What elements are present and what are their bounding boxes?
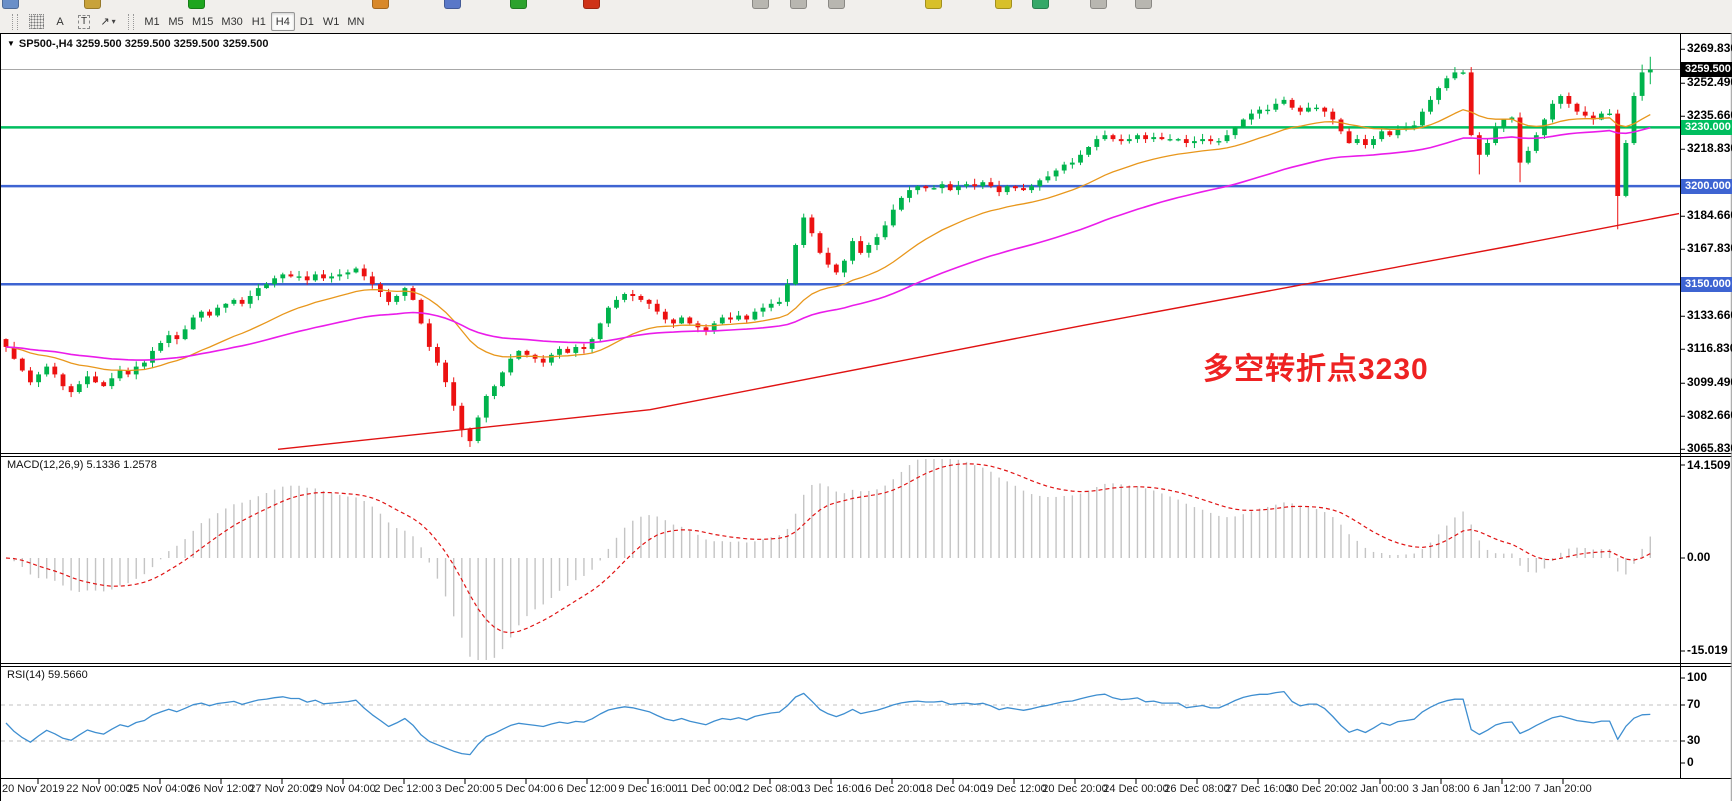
new-chart-icon[interactable] bbox=[2, 0, 19, 9]
time-scale-label[interactable]: 22 Nov 00:00 bbox=[66, 783, 132, 795]
grid-icon bbox=[28, 14, 44, 29]
time-scale-label[interactable]: 20 Nov 2019 bbox=[2, 783, 65, 795]
time-scale-label[interactable]: 2 Dec 12:00 bbox=[374, 783, 434, 795]
chart-title: ▼ SP500-,H4 3259.500 3259.500 3259.500 32… bbox=[7, 38, 268, 50]
price-scale-label: 3133.660 bbox=[1687, 308, 1732, 323]
time-scale-label[interactable]: 27 Dec 16:00 bbox=[1225, 783, 1291, 795]
expert-advisor-icon[interactable] bbox=[372, 0, 389, 9]
price-scale-label: 3184.660 bbox=[1687, 208, 1732, 223]
chart-window[interactable] bbox=[0, 33, 1732, 801]
trendline-button[interactable] bbox=[828, 0, 845, 9]
timeframe-button-mn[interactable]: MN bbox=[347, 15, 365, 28]
time-scale-label[interactable]: 30 Dec 20:00 bbox=[1286, 783, 1352, 795]
rsi-scale-0: 0 bbox=[1687, 755, 1694, 769]
time-scale-label[interactable]: 9 Dec 16:00 bbox=[618, 783, 678, 795]
indicator-grid-icon[interactable] bbox=[1032, 0, 1049, 9]
toolbar-row-top bbox=[0, 0, 1732, 10]
time-scale-label[interactable]: 12 Dec 08:00 bbox=[737, 783, 803, 795]
macd-scale-zero: 0.00 bbox=[1687, 550, 1711, 564]
time-scale-label[interactable]: 11 Dec 00:00 bbox=[676, 783, 742, 795]
cascade-windows-button[interactable] bbox=[1135, 0, 1152, 9]
text-label-tool-icon: A bbox=[56, 15, 64, 28]
chart-grid-tool[interactable] bbox=[24, 12, 48, 31]
chart-annotation-text: 多空转折点3230 bbox=[1203, 353, 1429, 386]
time-scale-label[interactable]: 19 Dec 12:00 bbox=[981, 783, 1047, 795]
time-scale-label[interactable]: 26 Nov 12:00 bbox=[188, 783, 254, 795]
time-scale-label[interactable]: 3 Jan 08:00 bbox=[1412, 783, 1470, 795]
price-scale-label: 3235.660 bbox=[1687, 108, 1732, 123]
chart-title-text: SP500-,H4 3259.500 3259.500 3259.500 325… bbox=[18, 38, 269, 50]
pencil-icon[interactable] bbox=[925, 0, 942, 9]
text-label-tool[interactable]: A bbox=[48, 12, 72, 31]
price-scale-label: 3082.660 bbox=[1687, 408, 1732, 423]
price-scale-label: 3116.830 bbox=[1687, 341, 1732, 356]
price-scale-label: 3167.830 bbox=[1687, 241, 1732, 256]
macd-indicator-label: MACD(12,26,9) 5.1336 1.2578 bbox=[7, 459, 157, 471]
toolbar-row-main: A T ↗ ▾ M1 M5 M15 M30 H1 H4 D1 W1 MN bbox=[0, 10, 1732, 33]
price-scale-label: 3252.490 bbox=[1687, 75, 1732, 90]
price-scale-label: 3099.490 bbox=[1687, 375, 1732, 390]
dropdown-caret-icon: ▾ bbox=[111, 17, 116, 26]
time-scale-label[interactable]: 29 Nov 04:00 bbox=[310, 783, 376, 795]
timeframe-button-m15[interactable]: M15 bbox=[192, 15, 214, 28]
price-scale-label: 3269.830 bbox=[1687, 41, 1732, 56]
time-scale-label[interactable]: 27 Nov 20:00 bbox=[249, 783, 315, 795]
price-level-box-3200.000: 3200.000 bbox=[1681, 178, 1732, 194]
price-scale-label: 3218.830 bbox=[1687, 141, 1732, 156]
time-scale-label[interactable]: 26 Dec 08:00 bbox=[1164, 783, 1230, 795]
time-scale-label[interactable]: 20 Dec 20:00 bbox=[1042, 783, 1108, 795]
strategy-tester-icon[interactable] bbox=[510, 0, 527, 9]
arrow-objects-tool-icon: ↗ bbox=[100, 16, 110, 28]
timeframe-button-m5[interactable]: M5 bbox=[168, 15, 184, 28]
price-scale-label: 3065.830 bbox=[1687, 441, 1732, 456]
rsi-scale-100: 100 bbox=[1687, 670, 1708, 684]
timeframe-button-m1[interactable]: M1 bbox=[144, 15, 160, 28]
terminal-icon[interactable] bbox=[444, 0, 461, 9]
symbol-dropdown-icon[interactable]: ▼ bbox=[7, 39, 15, 48]
time-scale-label[interactable]: 16 Dec 20:00 bbox=[859, 783, 925, 795]
tile-windows-button[interactable] bbox=[1090, 0, 1107, 9]
price-level-box-3150.000: 3150.000 bbox=[1681, 276, 1732, 292]
time-scale-label[interactable]: 5 Dec 04:00 bbox=[496, 783, 556, 795]
time-scale-label[interactable]: 3 Dec 20:00 bbox=[435, 783, 495, 795]
rsi-indicator-label: RSI(14) 59.5660 bbox=[7, 669, 88, 681]
time-scale-label[interactable]: 2 Jan 00:00 bbox=[1351, 783, 1409, 795]
alert-icon[interactable] bbox=[583, 0, 600, 9]
timeframe-button-h1[interactable]: H1 bbox=[251, 15, 266, 28]
text-pencil-icon[interactable] bbox=[995, 0, 1012, 9]
time-scale-label[interactable]: 18 Dec 04:00 bbox=[920, 783, 986, 795]
zoom-icon[interactable] bbox=[84, 0, 101, 9]
time-scale-label[interactable]: 6 Dec 12:00 bbox=[557, 783, 617, 795]
price-level-box-3259.500: 3259.500 bbox=[1681, 62, 1732, 77]
time-scale-label[interactable]: 6 Jan 12:00 bbox=[1473, 783, 1531, 795]
macd-scale-min: -15.019 bbox=[1687, 643, 1728, 657]
timeframe-button-m30[interactable]: M30 bbox=[221, 15, 243, 28]
timeframe-button-w1[interactable]: W1 bbox=[322, 15, 340, 28]
time-scale-label[interactable]: 24 Dec 00:00 bbox=[1103, 783, 1169, 795]
crosshair-button[interactable] bbox=[790, 0, 807, 9]
toolbar-grip[interactable] bbox=[128, 13, 134, 30]
timeframe-button-h4[interactable]: H4 bbox=[270, 12, 295, 31]
timeframe-button-d1[interactable]: D1 bbox=[299, 15, 314, 28]
macd-scale-max: 14.1509 bbox=[1687, 458, 1731, 472]
time-scale-label[interactable]: 13 Dec 16:00 bbox=[798, 783, 864, 795]
time-scale-label[interactable]: 7 Jan 20:00 bbox=[1534, 783, 1592, 795]
new-order-icon[interactable] bbox=[188, 0, 205, 9]
text-icon: T bbox=[77, 14, 91, 29]
time-scale-label[interactable]: 25 Nov 04:00 bbox=[127, 783, 193, 795]
cursor-button[interactable] bbox=[752, 0, 769, 9]
arrow-objects-tool[interactable]: ↗ ▾ bbox=[96, 12, 120, 31]
rsi-scale-30: 30 bbox=[1687, 733, 1701, 747]
toolbar-grip[interactable] bbox=[12, 13, 18, 30]
text-box-tool[interactable]: T bbox=[72, 12, 96, 31]
price-level-box-3230.000: 3230.000 bbox=[1681, 119, 1732, 135]
rsi-scale-70: 70 bbox=[1687, 697, 1701, 711]
